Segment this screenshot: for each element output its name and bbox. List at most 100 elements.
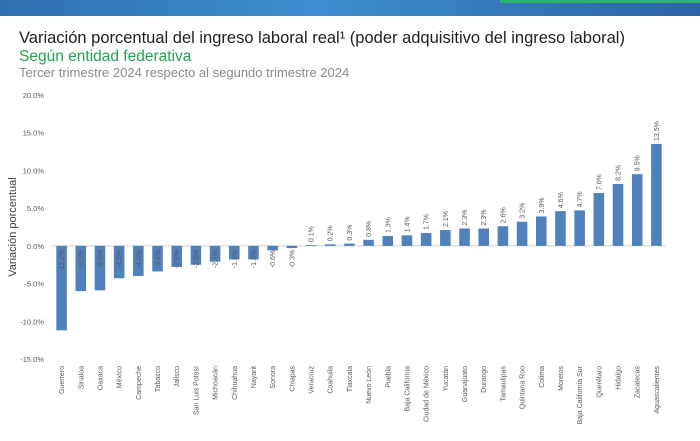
data-label: -0.3% bbox=[289, 250, 296, 268]
bar bbox=[152, 245, 163, 272]
x-category-label: México bbox=[117, 366, 124, 388]
bar bbox=[209, 245, 221, 262]
bar bbox=[267, 245, 278, 251]
x-category-label: Michoacán bbox=[213, 366, 220, 400]
bar bbox=[536, 216, 547, 246]
bar bbox=[459, 228, 470, 246]
x-category-label: Veracruz bbox=[309, 366, 316, 394]
x-category-label: Nayarit bbox=[251, 366, 258, 388]
top-decorative-band bbox=[0, 0, 700, 16]
x-category-label: Oaxaca bbox=[97, 366, 104, 390]
data-label: 2.3% bbox=[481, 210, 488, 226]
bar bbox=[229, 245, 240, 260]
data-label: -4.3% bbox=[117, 250, 124, 268]
data-label: -4.0% bbox=[136, 250, 143, 268]
y-tick-label: 20.0% bbox=[23, 91, 45, 100]
chart-header: Variación porcentual del ingreso laboral… bbox=[19, 28, 625, 81]
x-category-label: Zacatecas bbox=[635, 366, 642, 399]
x-category-label: Colima bbox=[539, 366, 546, 388]
x-category-label: Campeche bbox=[136, 366, 143, 400]
data-label: -2.5% bbox=[193, 250, 200, 268]
bar bbox=[631, 174, 643, 246]
x-category-label: Quintana Roo bbox=[520, 366, 527, 409]
data-label: -11.2% bbox=[59, 250, 66, 272]
x-category-label: San Luis Potosí bbox=[193, 366, 200, 415]
x-category-label: Durango bbox=[481, 366, 488, 393]
data-label: -1.8% bbox=[251, 250, 258, 268]
data-label: -1.8% bbox=[232, 250, 239, 268]
bar bbox=[133, 245, 144, 277]
bar bbox=[248, 245, 259, 260]
x-category-label: Yucatán bbox=[443, 366, 450, 391]
x-category-label: Aguascalientes bbox=[654, 366, 661, 414]
x-category-label: Tamaulipas bbox=[500, 366, 507, 402]
x-category-label: Sonora bbox=[270, 366, 277, 389]
data-label: 2.3% bbox=[462, 210, 469, 226]
data-label: 1.4% bbox=[404, 216, 411, 232]
bar bbox=[190, 245, 202, 265]
data-label: 2.1% bbox=[443, 211, 450, 227]
y-tick-label: -15.0% bbox=[20, 355, 44, 364]
data-label: 4.6% bbox=[558, 192, 565, 208]
x-category-label: Puebla bbox=[385, 366, 392, 388]
bar bbox=[94, 245, 106, 291]
bar bbox=[56, 245, 67, 331]
x-category-label: Tlaxcala bbox=[347, 366, 354, 392]
x-category-label: Chihuahua bbox=[232, 366, 239, 400]
bar bbox=[651, 144, 662, 246]
bar bbox=[286, 245, 298, 249]
data-label: 13.5% bbox=[654, 121, 661, 141]
bar bbox=[420, 233, 432, 246]
data-label: 3.2% bbox=[520, 203, 527, 219]
data-label: -2.1% bbox=[213, 250, 220, 268]
x-category-label: Baja California Sur bbox=[577, 365, 584, 424]
x-category-label: Querétaro bbox=[596, 366, 603, 398]
bar bbox=[363, 239, 374, 246]
data-label: 2.6% bbox=[500, 207, 507, 223]
x-category-label: Guanajuato bbox=[462, 366, 469, 402]
chart-title: Variación porcentual del ingreso laboral… bbox=[19, 29, 625, 47]
x-category-label: Ciudad de México bbox=[424, 366, 431, 422]
bar bbox=[401, 235, 413, 246]
y-tick-label: -5.0% bbox=[24, 280, 44, 289]
data-label: 1.7% bbox=[424, 214, 431, 230]
data-label: -0.6% bbox=[270, 250, 277, 268]
x-category-label: Baja California bbox=[404, 366, 411, 412]
data-label: -5.9% bbox=[97, 250, 104, 268]
data-label: 0.8% bbox=[366, 221, 373, 237]
top-accent-stripe bbox=[500, 0, 700, 3]
data-label: -2.8% bbox=[174, 250, 181, 268]
bar bbox=[171, 245, 182, 267]
data-label: -3.4% bbox=[155, 250, 162, 268]
x-category-label: Hidalgo bbox=[616, 366, 623, 390]
bar bbox=[382, 236, 394, 246]
x-category-label: Nuevo León bbox=[366, 366, 373, 404]
x-category-label: Jalisco bbox=[174, 366, 181, 388]
data-label: -6.0% bbox=[78, 250, 85, 268]
bar bbox=[305, 245, 317, 246]
data-label: 0.3% bbox=[347, 225, 354, 241]
y-tick-label: 15.0% bbox=[23, 129, 45, 138]
bar bbox=[574, 210, 585, 246]
y-tick-label: 10.0% bbox=[23, 166, 45, 175]
bar bbox=[478, 228, 489, 246]
data-label: 8.2% bbox=[616, 165, 623, 181]
data-label: 4.7% bbox=[577, 191, 584, 207]
data-label: 9.5% bbox=[635, 155, 642, 171]
bar bbox=[497, 226, 509, 246]
bar bbox=[344, 243, 355, 246]
data-label: 3.9% bbox=[539, 197, 546, 213]
x-category-label: Sinaloa bbox=[78, 366, 85, 389]
x-category-label: Morelos bbox=[558, 366, 565, 391]
x-category-label: Chiapas bbox=[289, 366, 296, 392]
bar bbox=[75, 245, 87, 292]
data-label: 1.3% bbox=[385, 217, 392, 233]
bar bbox=[440, 230, 451, 246]
chart-period: Tercer trimestre 2024 respecto al segund… bbox=[19, 65, 350, 80]
bar bbox=[612, 184, 624, 246]
y-tick-label: 5.0% bbox=[27, 204, 44, 213]
bar bbox=[516, 221, 528, 246]
bar bbox=[324, 244, 336, 246]
data-label: 7.0% bbox=[596, 174, 603, 190]
